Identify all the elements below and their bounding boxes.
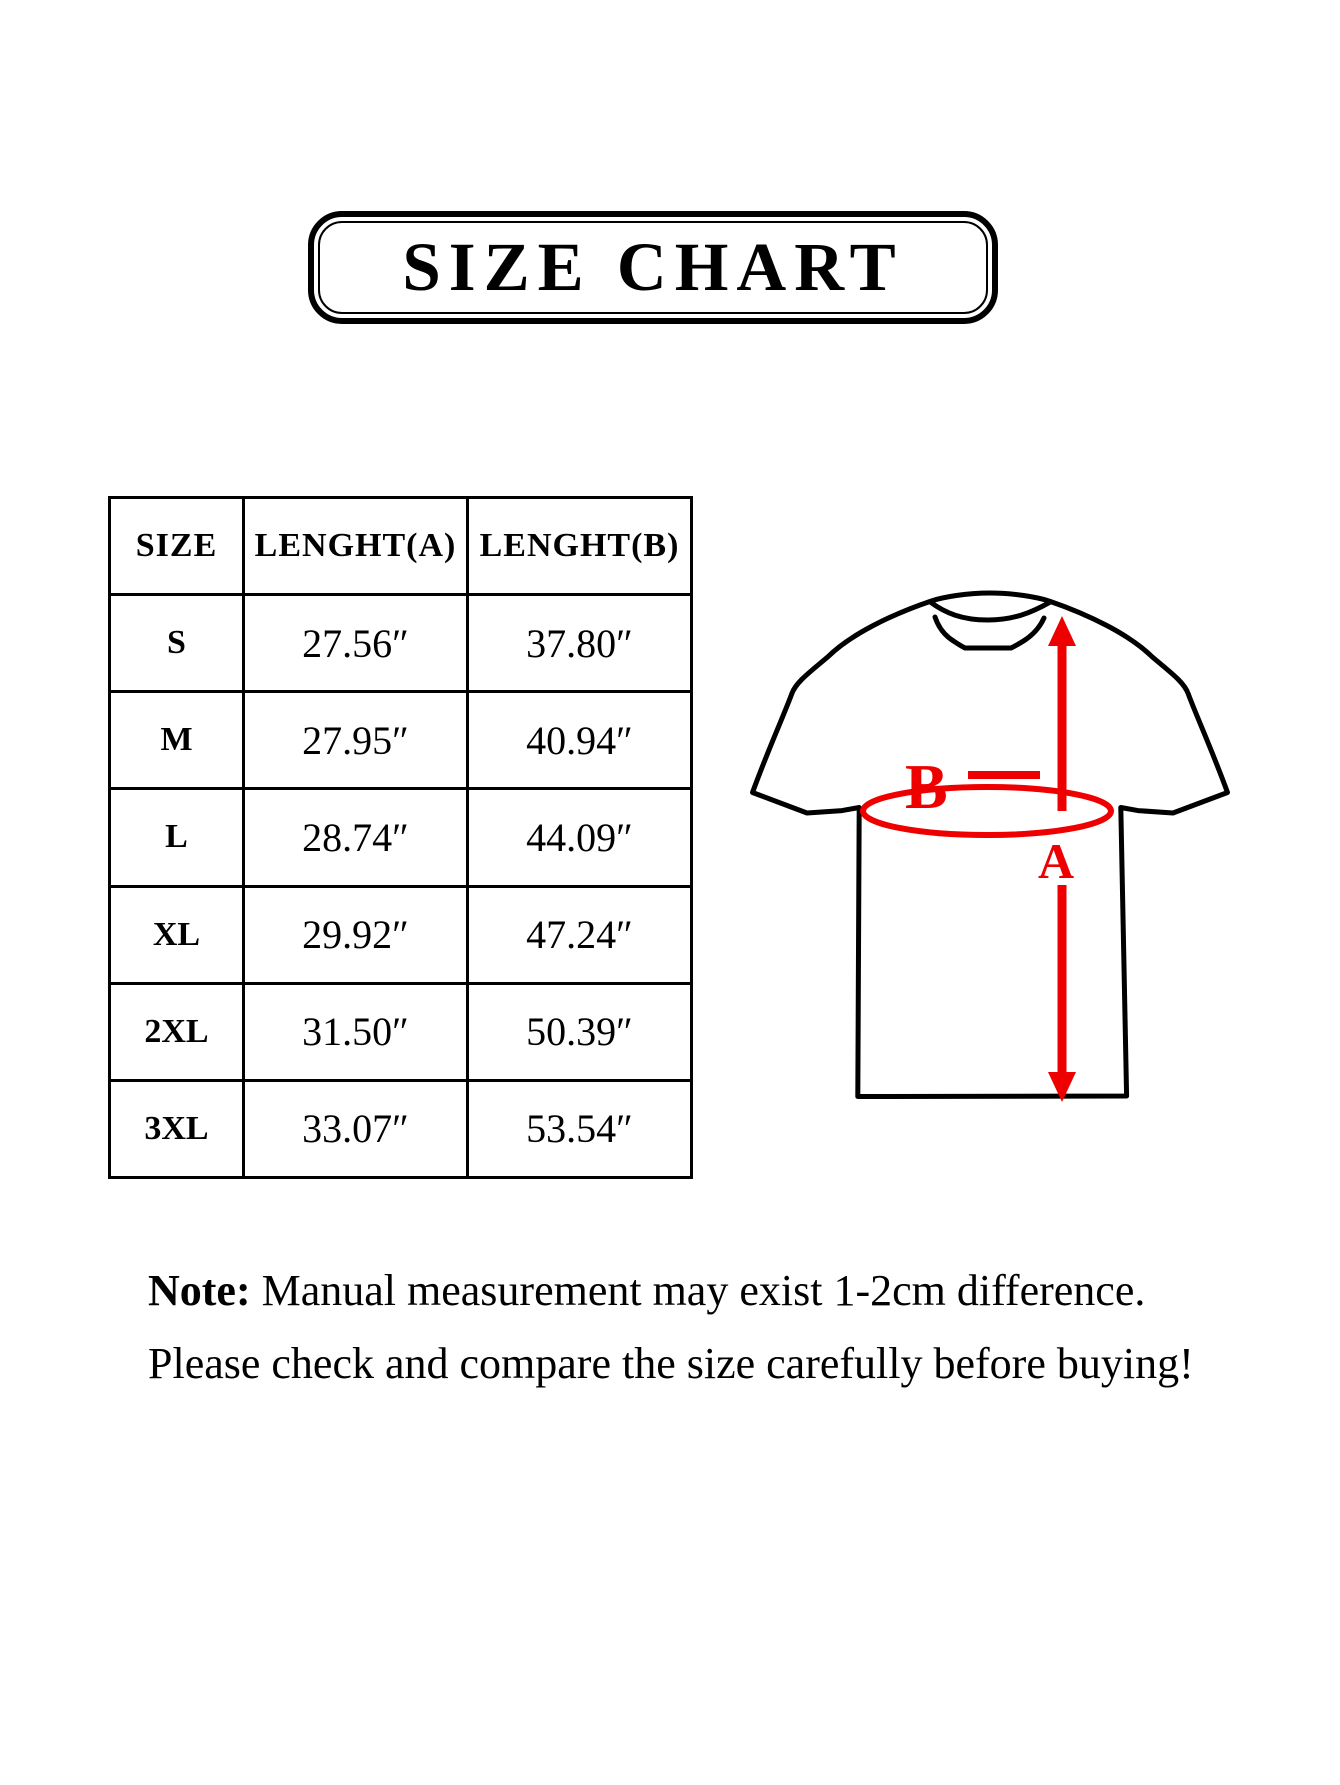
svg-text:B: B xyxy=(905,751,948,822)
svg-text:A: A xyxy=(1038,833,1074,889)
